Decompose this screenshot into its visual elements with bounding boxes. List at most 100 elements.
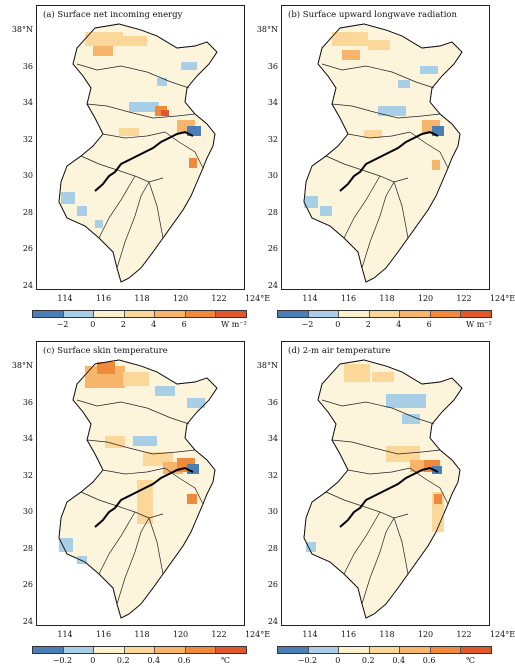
lon-tick-label: 122	[456, 294, 472, 303]
lat-tick-label: 30	[22, 171, 33, 180]
province-border	[86, 103, 196, 119]
colorbar-unit: W m⁻²	[221, 320, 247, 329]
lat-tick-label: 38°N	[11, 25, 33, 34]
lon-tick-label: 120	[417, 294, 434, 303]
anomaly-cell	[368, 40, 390, 50]
province-border	[393, 517, 409, 575]
province-border	[148, 181, 164, 239]
lat-tick-label: 34	[22, 98, 33, 107]
colorbar-tick-label: 2	[120, 320, 126, 329]
province-border	[325, 155, 409, 183]
province-border	[102, 467, 166, 475]
land-region	[303, 23, 463, 283]
lat-tick-label: 28	[267, 207, 278, 217]
river-line	[339, 130, 439, 192]
colorbar-tick-label: 0	[90, 656, 96, 665]
anomaly-cell	[332, 32, 368, 46]
lon-tick-label: 122	[211, 630, 227, 639]
lat-tick-label: 38°N	[256, 361, 278, 370]
colorbar-tick-label: 0	[335, 656, 341, 665]
anomaly-cell	[364, 130, 382, 138]
river-line	[94, 130, 194, 192]
colorbar-tick-label: 0.4	[392, 656, 406, 665]
anomaly-cell	[123, 372, 149, 386]
lon-tick-label: 124°E	[244, 630, 271, 639]
colorbar-segment	[278, 311, 309, 317]
river-line	[94, 466, 194, 528]
province-border	[343, 511, 381, 575]
province-border	[321, 399, 435, 425]
lat-tick-label: 30	[267, 171, 278, 180]
lat-tick-label: 34	[22, 434, 33, 443]
anomaly-cell	[93, 46, 113, 56]
anomaly-cell	[161, 110, 169, 116]
lat-tick-label: 36	[267, 397, 278, 407]
anomaly-cell	[398, 80, 410, 88]
anomaly-cell	[61, 192, 75, 204]
panel-a: (a) Surface net incoming energy 38°N 36 34…	[0, 0, 270, 336]
anomaly-cell	[420, 66, 438, 74]
province-border	[102, 131, 166, 139]
lat-tick-label: 26	[22, 580, 33, 589]
lon-tick-label: 120	[172, 630, 189, 639]
colorbar-unit: ℃	[221, 656, 230, 665]
colorbar-segment	[369, 647, 401, 653]
colorbar-segment	[400, 311, 431, 317]
province-border	[76, 63, 190, 89]
lat-tick-label: 28	[22, 207, 33, 217]
colorbar	[32, 310, 247, 318]
colorbar-segment	[185, 311, 217, 317]
province-border	[331, 103, 441, 119]
province-border	[98, 511, 136, 575]
coastline	[58, 23, 218, 283]
anomaly-cell	[77, 556, 87, 564]
map-canvas	[303, 359, 463, 619]
colorbar-segment	[461, 311, 492, 317]
anomaly-cell	[85, 32, 123, 46]
lat-tick-label: 24	[22, 280, 33, 290]
province-border	[331, 439, 441, 455]
anomaly-cell	[342, 50, 360, 60]
lat-tick-label: 32	[22, 470, 33, 480]
anomaly-cell	[187, 398, 205, 408]
anomaly-cell	[105, 436, 125, 448]
colorbar-tick-label: 0.2	[116, 656, 130, 665]
colorbar	[277, 310, 492, 318]
province-border	[76, 399, 190, 425]
colorbar-segment	[33, 311, 64, 317]
colorbar-segment	[185, 647, 217, 653]
anomaly-cell	[187, 464, 199, 474]
anomaly-cell	[133, 436, 157, 446]
lat-tick-label: 24	[267, 280, 278, 290]
map-frame-b: (b) Surface upward longwave radiation	[281, 5, 490, 290]
anomaly-cell	[187, 494, 197, 504]
colorbar	[32, 646, 247, 654]
colorbar-segment	[63, 311, 95, 317]
lon-tick-label: 118	[379, 294, 395, 303]
lat-tick-label: 38°N	[11, 361, 33, 370]
anomaly-cell	[378, 106, 406, 116]
colorbar-segment	[308, 311, 340, 317]
lat-tick-label: 26	[267, 244, 278, 253]
lon-tick-label: 118	[379, 630, 395, 639]
lon-tick-label: 116	[95, 630, 112, 639]
lat-tick-label: 36	[22, 61, 33, 71]
map-canvas	[303, 23, 463, 283]
anomaly-cell	[306, 542, 316, 552]
province-border	[116, 181, 150, 269]
coastline	[303, 359, 463, 619]
colorbar	[277, 646, 492, 654]
colorbar-tick-label: 0.6	[177, 656, 191, 665]
colorbar-tick-label: −2	[301, 320, 314, 329]
lat-tick-label: 36	[267, 61, 278, 71]
colorbar-segment	[430, 647, 462, 653]
map-frame-d: (d) 2-m air temperature	[281, 341, 490, 626]
lat-tick-label: 32	[267, 470, 278, 480]
colorbar-segment	[63, 647, 95, 653]
lat-tick-label: 28	[267, 543, 278, 553]
map-canvas	[58, 23, 218, 283]
anomaly-cell	[402, 414, 420, 424]
province-border	[343, 175, 381, 239]
colorbar-tick-label: −0.2	[297, 656, 318, 665]
lon-tick-label: 122	[211, 294, 227, 303]
